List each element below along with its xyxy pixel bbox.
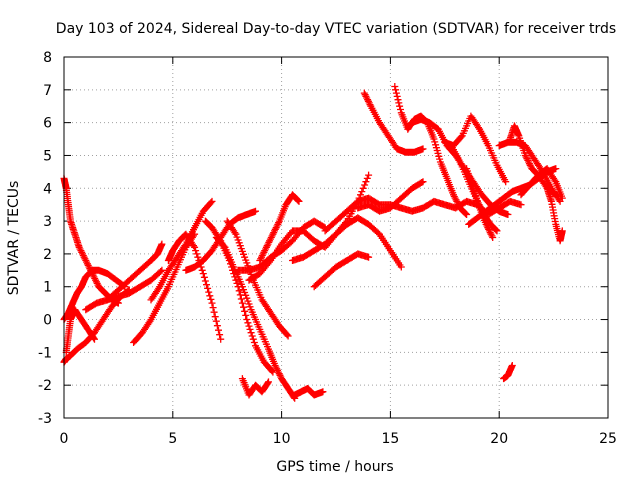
x-tick-label: 0 [60,431,69,447]
data-point-markers [517,165,566,202]
series-arc6 [104,240,166,304]
series-arc18 [256,191,303,264]
series-arc4 [62,306,98,356]
series-arc8 [147,197,216,304]
data-point-markers [147,197,216,304]
series-arc19 [289,214,405,271]
series-arc22 [354,178,427,215]
x-tick-label: 15 [381,431,399,447]
y-tick-label: -2 [38,378,52,394]
series-arc9 [164,230,225,343]
series-arc23 [360,89,427,156]
y-tick-label: 1 [43,280,52,296]
data-point-markers [291,385,327,399]
series-group [60,83,566,402]
data-point-markers [212,234,299,402]
y-tick-label: 6 [43,116,52,132]
plot-frame [63,56,609,419]
data-point-markers [354,178,427,215]
chart-title: Day 103 of 2024, Sidereal Day-to-day VTE… [56,21,616,37]
y-tick-label: -3 [38,411,52,427]
data-point-markers [238,375,272,399]
data-point-markers [182,207,259,274]
series-arc10 [182,207,259,274]
x-axis-label: GPS time / hours [276,459,393,475]
series-arc12 [223,217,292,340]
y-tick-label: 7 [43,83,52,99]
series-arc32 [517,165,566,202]
y-axis-label: SDTVAR / TECUs [6,181,22,296]
data-point-markers [310,250,373,291]
series-arc20 [310,250,373,291]
series-arc34 [500,362,516,383]
x-tick-label: 5 [168,431,177,447]
y-tick-label: 4 [43,181,52,197]
y-tick-label: -1 [38,345,52,361]
series-arc33 [543,184,566,245]
data-point-markers [164,230,225,343]
data-point-markers [500,362,516,383]
y-tick-label: 3 [43,214,52,230]
series-arc13 [212,234,299,402]
x-tick-label: 10 [273,431,291,447]
series-arc15 [291,385,327,399]
tick-labels: 0 5 10 15 20 25 -3 -2 -1 0 1 2 3 4 5 6 7 8 [38,50,617,447]
y-tick-label: 0 [43,313,52,329]
data-point-markers [543,184,566,245]
data-point-markers [223,217,292,340]
data-point-markers [104,240,166,304]
y-tick-label: 5 [43,148,52,164]
data-point-markers [360,89,427,156]
data-point-markers [256,191,303,264]
x-tick-label: 25 [599,431,617,447]
x-tick-label: 20 [490,431,508,447]
data-point-markers [289,214,405,271]
series-arc14 [238,375,272,399]
y-tick-label: 8 [43,50,52,66]
y-tick-label: 2 [43,247,52,263]
data-point-markers [62,306,98,356]
